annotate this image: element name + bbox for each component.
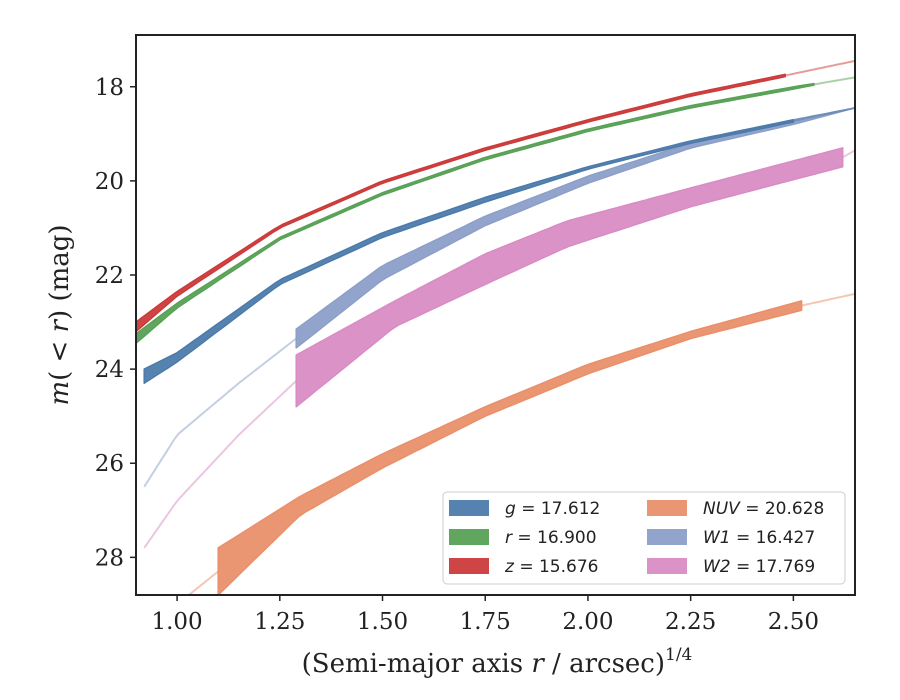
series-NUV-extrapolation [801,292,855,307]
y-tick-label: 26 [95,451,124,477]
series-W2-extrapolation [143,380,297,549]
x-tick-label: 1.00 [151,609,202,635]
legend-swatch-r [449,529,489,545]
x-tick-label: 2.00 [562,609,613,635]
y-tick-label: 18 [95,75,124,101]
series-W1-extrapolation [143,337,297,488]
legend-swatch-W1 [647,529,687,545]
series-NUV-band [217,300,803,595]
legend-swatch-NUV [647,500,687,516]
series-W2-extrapolation [842,149,855,159]
series-r-band [136,82,815,344]
legend-label-r: r = 16.900 [505,528,597,548]
x-tick-label: 1.50 [357,609,408,635]
series-z-band [136,73,786,333]
series-W2-band [295,147,844,408]
legend: g = 17.612 r = 16.900 z = 15.676 NUV = 20.6… [442,491,846,585]
y-axis-title: m( < r) (mag) [45,224,75,405]
legend-swatch-g [449,500,489,516]
legend-label-g: g = 17.612 [505,499,600,519]
legend-label-W2: W2 = 17.769 [703,557,815,577]
x-tick-label: 2.25 [665,609,716,635]
series-z-extrapolation [784,59,855,77]
legend-frame [442,491,846,585]
y-tick-label: 28 [95,545,124,571]
legend-swatch-z [449,558,489,574]
y-tick-label: 24 [95,357,124,383]
legend-label-z: z = 15.676 [504,557,598,577]
series-layer [136,59,855,595]
legend-swatch-W2 [647,558,687,574]
x-tick-label: 1.25 [254,609,305,635]
x-tick-label: 2.50 [768,609,819,635]
series-NUV-extrapolation [187,570,219,595]
x-tick-label: 1.75 [460,609,511,635]
series-g-band [143,118,795,384]
plot-frame [135,34,856,596]
y-axis: 18 20 22 24 26 28 [95,75,136,571]
x-axis: 1.00 1.25 1.50 1.75 2.00 2.25 2.50 [151,595,819,635]
y-tick-label: 22 [95,263,124,289]
legend-label-W1: W1 = 16.427 [703,528,815,548]
series-g-extrapolation [793,106,855,122]
legend-label-NUV: NUV = 20.628 [703,499,824,519]
y-tick-label: 20 [95,169,124,195]
x-axis-title: (Semi-major axis r / arcsec)1/4 [302,645,693,679]
series-r-extrapolation [813,76,855,86]
